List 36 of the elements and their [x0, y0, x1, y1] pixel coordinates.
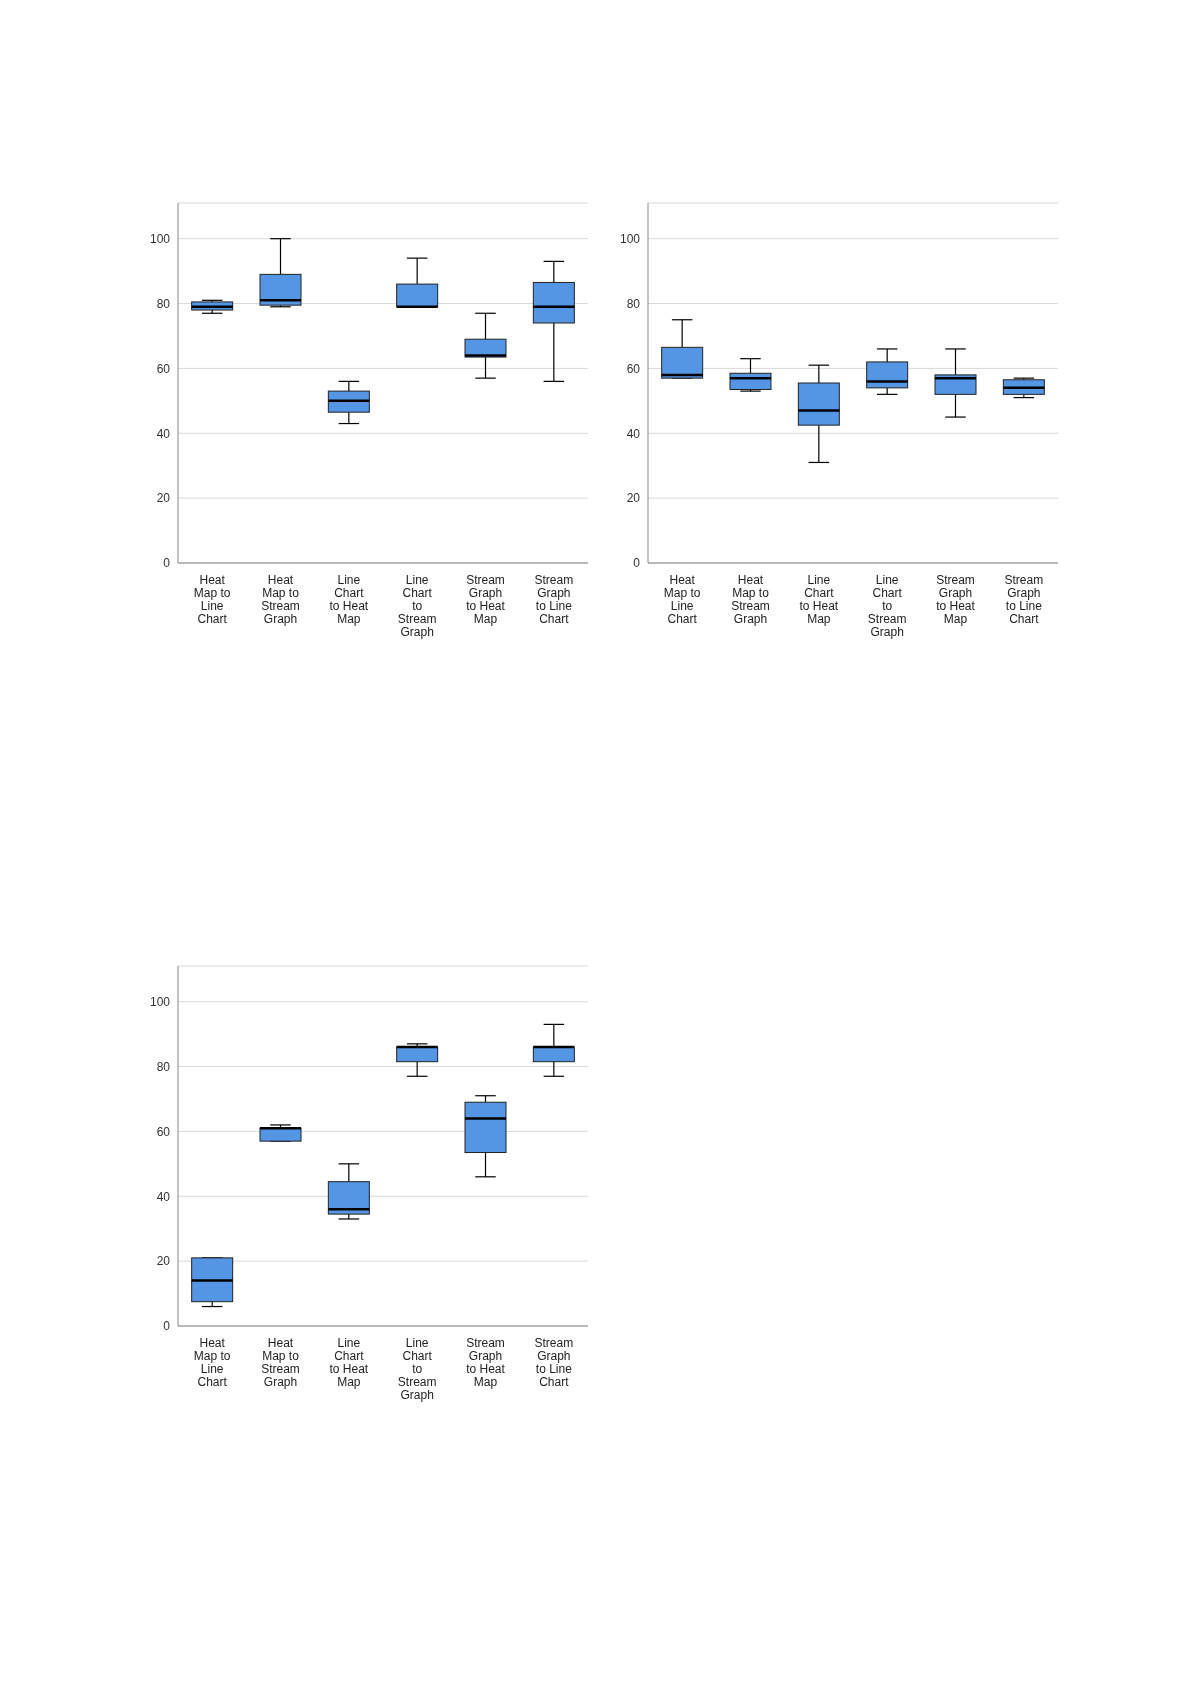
x-tick-label: Stream Graph to Heat Map [466, 1335, 506, 1389]
x-tick-label: Stream Graph to Line Chart [1004, 572, 1044, 626]
x-tick-label: Heat Map to Line Chart [663, 572, 701, 626]
y-tick-label: 80 [156, 1059, 171, 1074]
y-tick-label: 60 [156, 361, 171, 376]
x-tick-label: Heat Map to Line Chart [193, 572, 231, 626]
y-tick-label: 100 [149, 231, 171, 246]
x-tick-label: Line Chart to Heat Map [329, 572, 369, 626]
x-tick-label: Heat Map to Stream Graph [261, 1335, 300, 1389]
x-tick-label: Stream Graph to Heat Map [466, 572, 506, 626]
y-tick-label: 40 [156, 1189, 171, 1204]
y-tick-label: 0 [633, 556, 641, 571]
y-tick-label: 100 [619, 231, 641, 246]
x-tick-label: Heat Map to Stream Graph [731, 572, 770, 626]
x-tick-label: Line Chart to Stream Graph [867, 572, 907, 639]
x-tick-label: Line Chart to Stream Graph [397, 1335, 437, 1402]
y-tick-label: 80 [156, 296, 171, 311]
y-tick-label: 0 [163, 1319, 171, 1334]
x-tick-label: Line Chart to Heat Map [329, 1335, 369, 1389]
x-tick-label: Heat Map to Stream Graph [261, 572, 300, 626]
y-tick-label: 40 [626, 426, 641, 441]
x-tick-label: Stream Graph to Heat Map [936, 572, 976, 626]
y-tick-label: 40 [156, 426, 171, 441]
x-tick-label: Line Chart to Heat Map [799, 572, 839, 626]
y-tick-label: 100 [149, 994, 171, 1009]
x-tick-label: Line Chart to Stream Graph [397, 572, 437, 639]
x-tick-label: Stream Graph to Line Chart [534, 1335, 574, 1389]
y-tick-label: 80 [626, 296, 641, 311]
y-tick-label: 20 [156, 491, 171, 506]
y-tick-label: 60 [156, 1124, 171, 1139]
y-tick-label: 20 [156, 1254, 171, 1269]
y-tick-label: 0 [163, 556, 171, 571]
y-tick-label: 60 [626, 361, 641, 376]
x-tick-label: Heat Map to Line Chart [193, 1335, 231, 1389]
y-tick-label: 20 [626, 491, 641, 506]
x-tick-label: Stream Graph to Line Chart [534, 572, 574, 626]
